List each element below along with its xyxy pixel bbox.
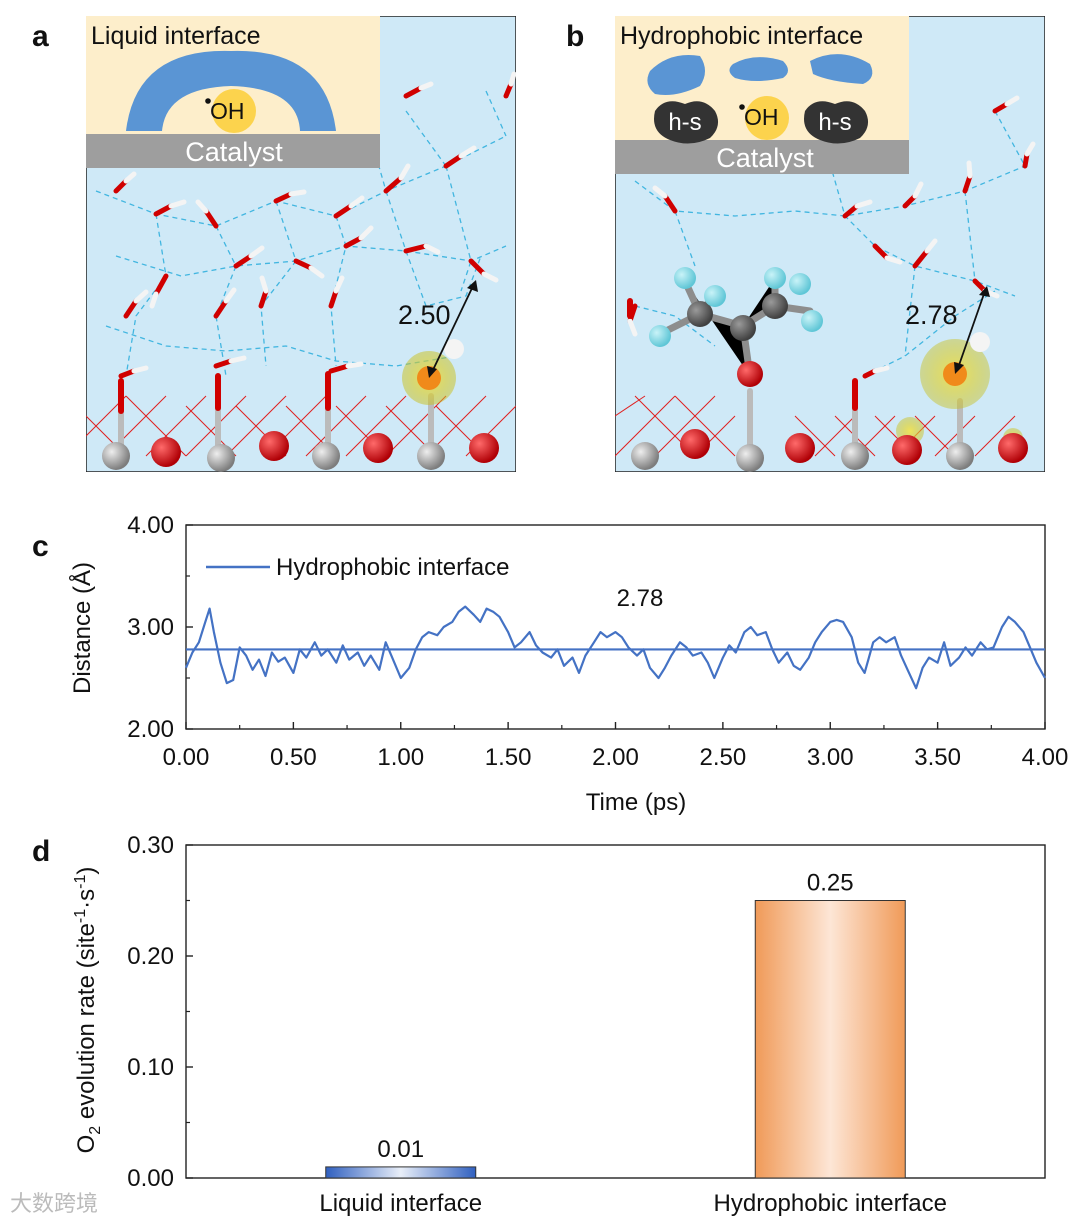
bar-liquid [325,1166,477,1179]
x-tick-label: 1.50 [485,744,532,771]
y-tick-label: 2.00 [127,716,174,743]
mean-annotation: 2.78 [617,585,664,612]
plot-frame-d [185,844,1046,1179]
watermark: 大数跨境 [10,1191,99,1216]
distance-label-b: 2.78 [905,300,958,330]
bar-hydrophobic [754,900,906,1179]
y-tick-label-d: 0.30 [127,832,174,859]
inset-title-a: Liquid interface [91,22,261,50]
x-axis-label: Time (ps) [586,789,686,816]
x-tick-label: 0.00 [163,744,210,771]
x-tick-label: 1.00 [377,744,424,771]
bar-value-label: 0.01 [377,1136,424,1163]
panel-label-d: d [32,835,51,868]
x-tick-label: 3.00 [807,744,854,771]
distance-label-a: 2.50 [398,300,451,330]
y-tick-label: 4.00 [127,512,174,539]
panel-a-snapshot: Liquid interface OH Catalyst 2.50 [86,16,516,472]
radical-dot-b [739,104,745,110]
catalyst-label-a: Catalyst [185,137,283,167]
radical-label-b: OH [744,104,779,130]
panel-label-b: b [566,20,585,53]
radical-dot-a [205,98,211,104]
y-axis-label-d: O2 evolution rate (site-1·s-1) [72,867,104,1154]
y-tick-label-d: 0.00 [127,1165,174,1192]
bar-value-label: 0.25 [807,870,854,897]
y-tick-label-d: 0.20 [127,943,174,970]
inset-title-b: Hydrophobic interface [620,22,863,50]
hs-label-right: h-s [818,109,851,136]
panel-label-c: c [32,530,49,563]
legend-entry: Hydrophobic interface [276,554,509,581]
x-category-label: Hydrophobic interface [714,1190,947,1217]
x-category-label: Liquid interface [319,1190,482,1217]
catalyst-label-b: Catalyst [716,143,814,173]
y-tick-label-d: 0.10 [127,1054,174,1081]
series-line-hydrophobic [184,605,1046,690]
x-tick-label: 2.50 [700,744,747,771]
o2-rate-bar-chart: 0.00 0.10 0.20 0.30 0.01 Liquid interface 0.2… [72,832,1046,1217]
radical-label-a: OH [210,98,245,124]
y-tick-label: 3.00 [127,614,174,641]
panel-b-snapshot: Hydrophobic interface OH h-s h-s Catalys… [615,16,1045,472]
distance-line-chart: 0.00 0.50 1.00 1.50 2.00 2.50 3.00 3.50 4.00 2.00… [68,512,1069,816]
x-tick-label: 2.00 [592,744,639,771]
x-tick-label: 3.50 [914,744,961,771]
x-tick-label: 0.50 [270,744,317,771]
hs-label-left: h-s [668,109,701,136]
panel-label-a: a [32,20,49,53]
y-axis-label: Distance (Å) [68,562,96,694]
x-tick-label: 4.00 [1022,744,1069,771]
